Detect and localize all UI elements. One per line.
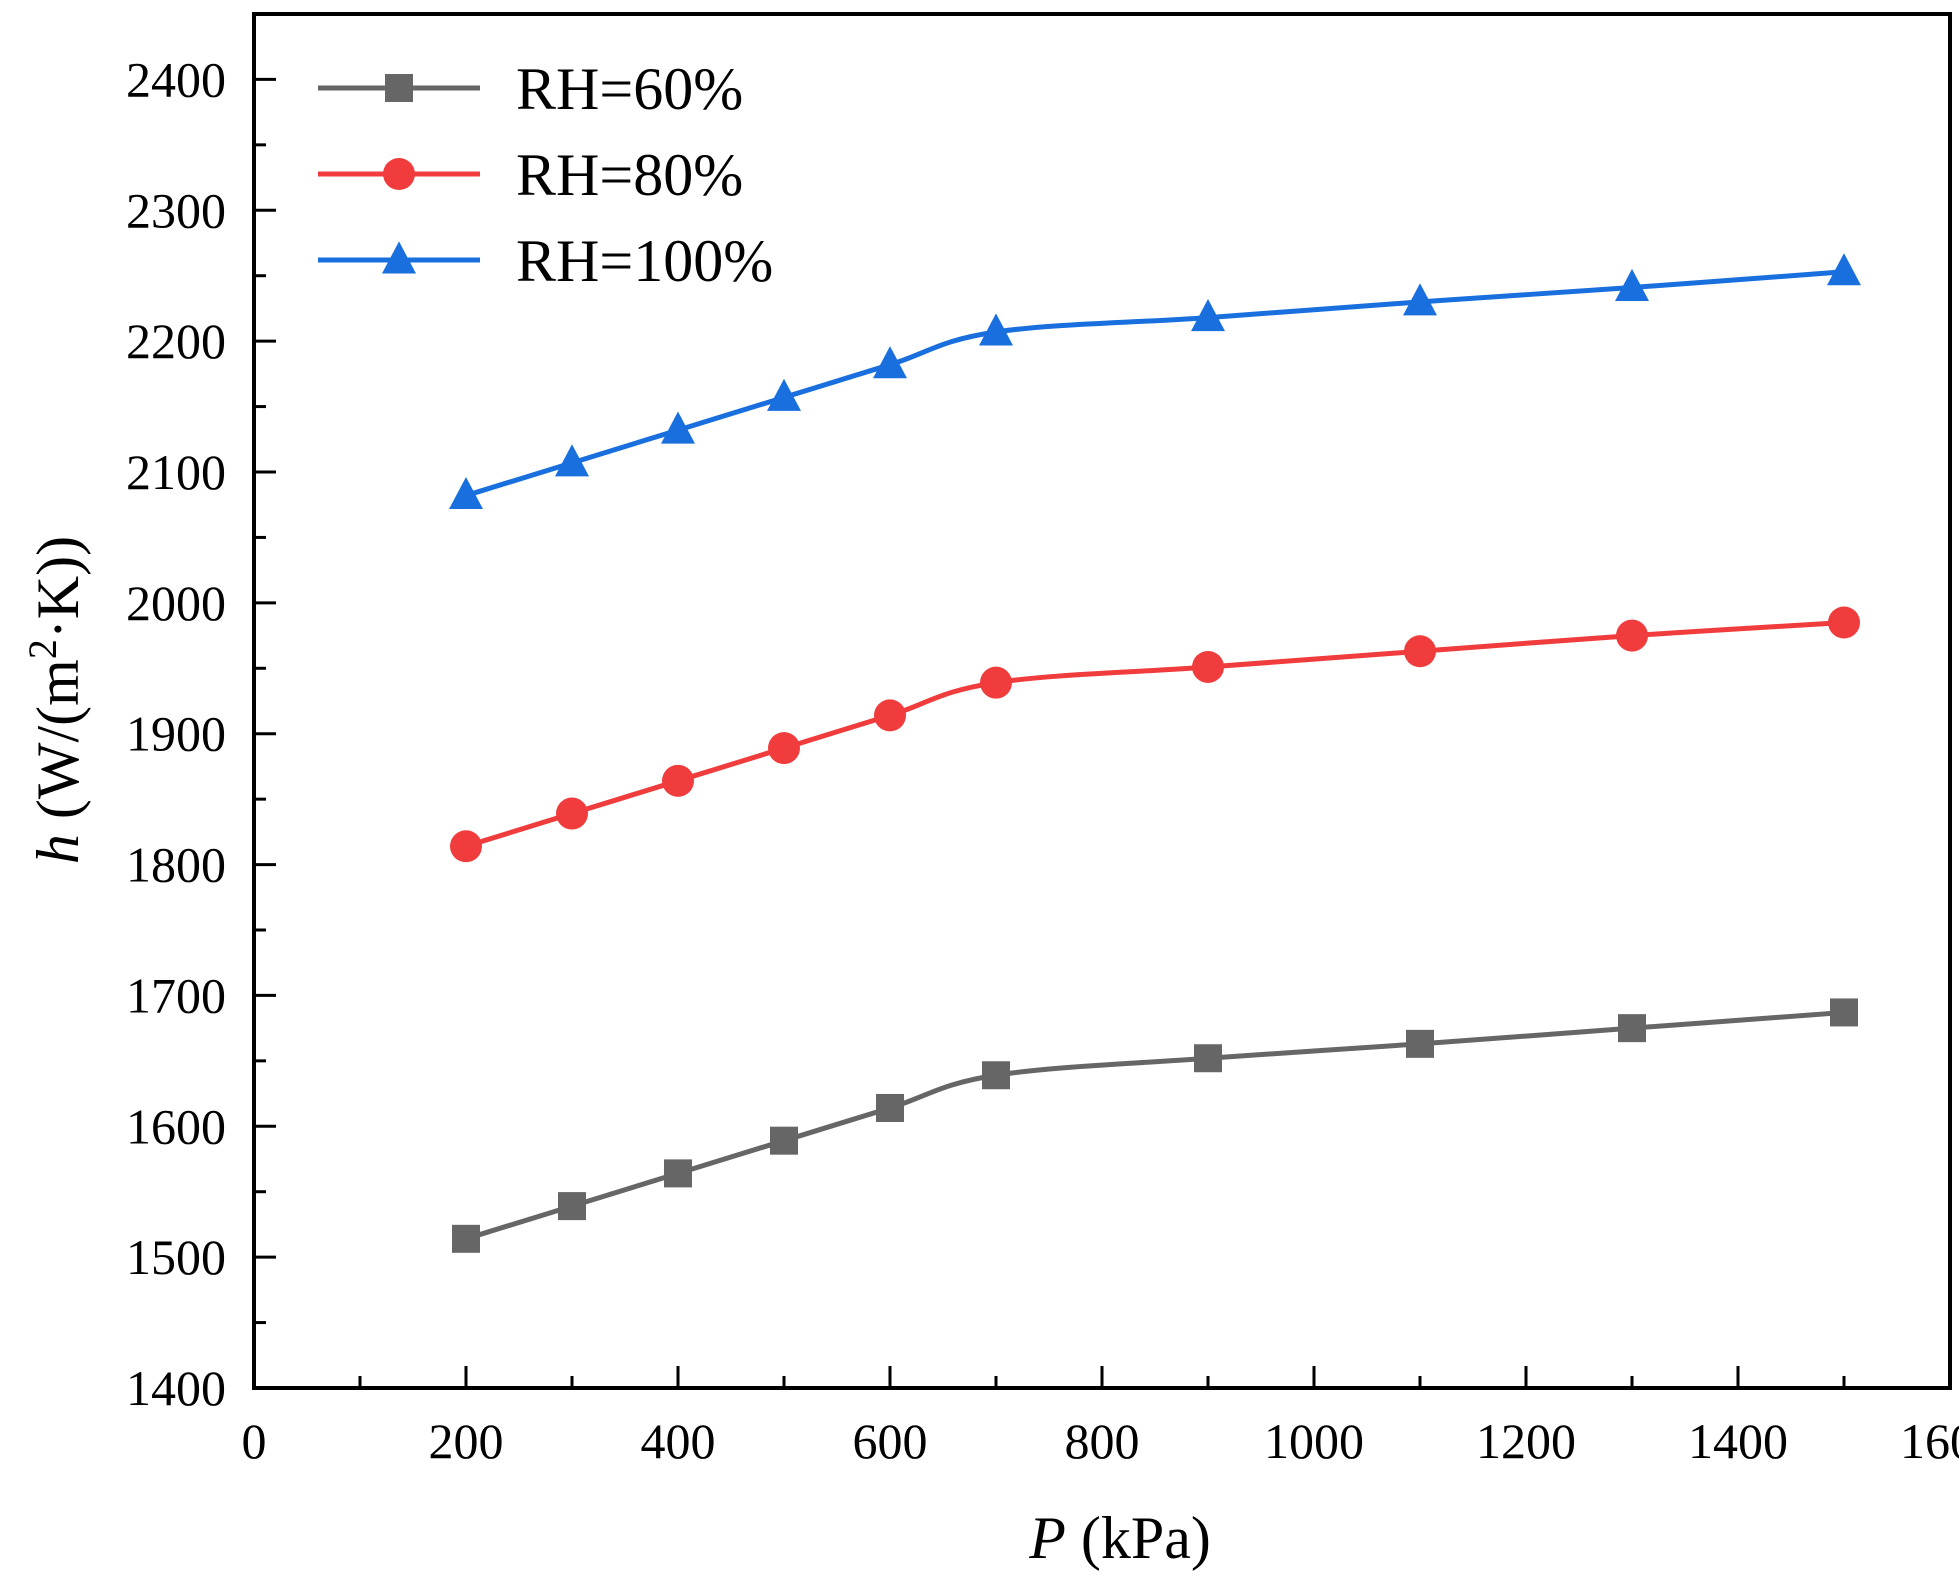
data-point	[770, 1126, 798, 1155]
x-tick-label: 1400	[1688, 1413, 1788, 1469]
data-point	[1191, 298, 1225, 332]
x-tick-label: 1200	[1476, 1413, 1576, 1469]
data-point	[768, 732, 800, 765]
data-point	[1192, 650, 1224, 683]
x-tick-label: 200	[429, 1413, 504, 1469]
y-tick-label: 2300	[126, 182, 226, 238]
data-point	[979, 313, 1013, 346]
series-2	[450, 606, 1860, 863]
y-tick-label: 2000	[126, 575, 226, 631]
series-line	[465, 269, 1845, 498]
series-layer	[449, 253, 1861, 1253]
y-tick-label: 2100	[126, 444, 226, 500]
data-point	[664, 1159, 692, 1188]
data-point	[1404, 635, 1436, 668]
series-3	[449, 253, 1861, 510]
data-point	[1615, 268, 1649, 301]
y-tick-label: 1700	[126, 967, 226, 1023]
legend-marker	[385, 74, 413, 102]
data-point	[1194, 1044, 1222, 1073]
data-point	[558, 1192, 586, 1221]
legend-marker	[383, 158, 415, 190]
y-tick-label: 2400	[126, 51, 226, 107]
data-point	[1403, 283, 1437, 316]
data-point	[449, 476, 483, 510]
y-tick-label: 1400	[126, 1360, 226, 1416]
data-point	[1616, 619, 1648, 652]
y-tick-labels: 1400 1500 1600 1700 1800 1900 2000 2100 2200 2300…	[126, 51, 226, 1416]
legend-label: RH=60%	[516, 56, 743, 122]
legend-item: RH=60%	[318, 56, 743, 122]
legend-label: RH=80%	[516, 142, 743, 208]
legend-label: RH=100%	[516, 228, 773, 294]
x-tick-label: 600	[853, 1413, 928, 1469]
y-axis-title: h (W/(m2·K))	[20, 536, 92, 864]
data-point	[874, 699, 906, 732]
y-tick-label: 1800	[126, 837, 226, 893]
axis-ticks	[252, 12, 1952, 1390]
data-point	[662, 764, 694, 797]
y-tick-label: 1900	[126, 706, 226, 762]
legend-marker	[382, 241, 416, 274]
x-tick-label: 400	[641, 1413, 716, 1469]
data-point	[982, 1061, 1010, 1090]
data-point	[980, 666, 1012, 699]
data-point	[1830, 998, 1858, 1027]
data-point	[1828, 606, 1860, 639]
series-line	[465, 619, 1845, 849]
data-point	[452, 1224, 480, 1253]
y-tick-label: 1600	[126, 1098, 226, 1154]
data-point	[555, 444, 589, 477]
plot-frame	[252, 12, 1952, 1390]
data-point	[876, 1093, 904, 1122]
x-tick-label: 1600	[1900, 1413, 1959, 1469]
series-1	[452, 998, 1858, 1253]
x-tick-label: 800	[1065, 1413, 1140, 1469]
data-point	[661, 411, 695, 444]
data-point	[450, 830, 482, 863]
legend: RH=60% RH=80% RH=100%	[318, 56, 773, 294]
legend-item: RH=100%	[318, 228, 773, 294]
data-point	[1827, 253, 1861, 286]
y-tick-label: 1500	[126, 1229, 226, 1285]
data-point	[1406, 1029, 1434, 1058]
data-point	[1618, 1014, 1646, 1043]
x-tick-label: 0	[242, 1413, 267, 1469]
x-tick-labels: 0 200 400 600 800 1000 1200 1400 1600	[242, 1413, 1959, 1469]
series-line	[465, 1009, 1845, 1242]
data-point	[873, 346, 907, 379]
data-point	[767, 378, 801, 411]
x-tick-label: 1000	[1264, 1413, 1364, 1469]
y-tick-label: 2200	[126, 313, 226, 369]
legend-item: RH=80%	[318, 142, 743, 208]
data-point	[556, 797, 588, 830]
x-axis-title: P (kPa)	[1028, 1505, 1211, 1571]
